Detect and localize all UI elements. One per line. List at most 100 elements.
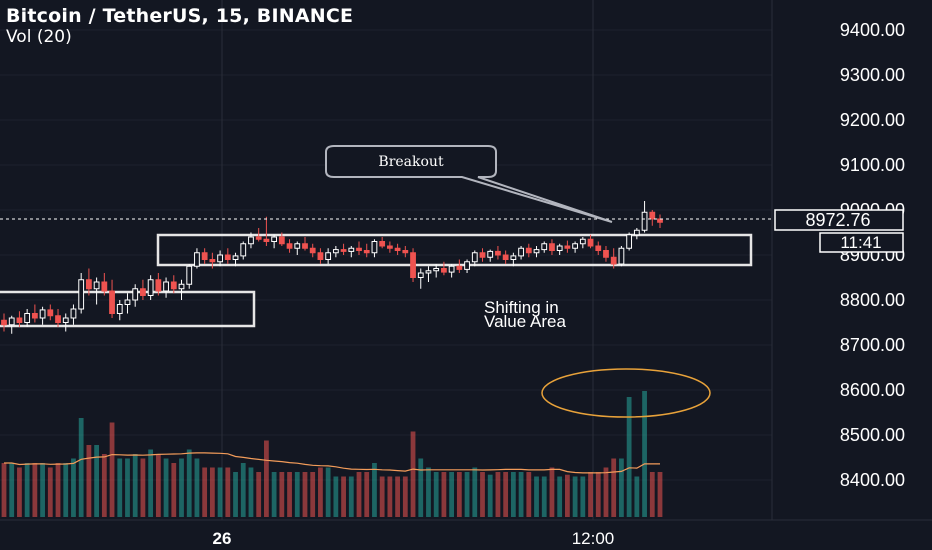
candle-body [549,243,555,251]
candle-body [394,247,401,251]
volume-bar [233,472,238,517]
candle-body [525,247,532,254]
volume-bar [557,476,563,517]
candle-body [47,309,54,317]
candle-body [518,247,524,257]
candle-body [603,250,609,258]
candle-body [510,255,517,260]
candle-body [232,255,239,260]
candle-body [587,238,594,247]
candle-body [217,254,223,263]
volume-bar [155,454,161,517]
volume-indicator-label[interactable]: Vol (20) [6,27,72,47]
volume-bar [248,467,254,517]
volume-bar [279,472,285,517]
candle-body [348,247,355,252]
volume-bar [294,472,300,517]
candle-body [502,254,509,260]
symbol-title[interactable]: Bitcoin / TetherUS, 15, BINANCE [6,5,354,27]
volume-bar [364,472,370,517]
volume-ma-line [4,452,660,474]
candle-body [278,236,285,245]
volume-bar [595,472,601,517]
candle-body [209,259,216,263]
candle-body [471,252,478,263]
candle-body [356,247,362,251]
candle-body [579,238,586,245]
volume-bar [202,467,208,517]
candle-body [379,241,386,247]
volume-bar [449,472,455,517]
candle-body [294,243,301,249]
volume-bar [32,463,38,517]
volume-bar [395,476,400,517]
candle-body [263,238,270,242]
volume-bar [402,476,408,517]
candle-body [649,211,656,220]
time-tick-1200: 12:00 [572,529,615,548]
candle-body [541,243,548,251]
price-tick-label: 9300.00 [840,65,905,85]
candle-body [633,229,640,236]
candle-body [62,317,69,323]
volume-bar [603,467,609,517]
value-area-note-line2: Value Area [484,312,566,331]
value-area-note-line1: Shifting in [484,298,559,317]
price-tick-label: 8600.00 [840,380,905,400]
candle-body [24,313,31,323]
candle-body [240,243,247,257]
candle-body [132,288,139,301]
candle-body [194,252,200,267]
candle-body [487,250,494,258]
price-tick-label: 8700.00 [840,335,905,355]
volume-bar [125,458,130,517]
candle-body [101,281,108,292]
candle-body [448,265,455,273]
volume-bar [217,467,223,517]
breakout-callout-bubble [325,145,613,223]
candle-body [309,247,316,254]
current-price-badge [774,209,904,231]
volume-bar [495,472,501,517]
volume-bar [271,472,277,517]
volume-bar [549,467,555,517]
candle-body [16,317,23,323]
candle-body [332,249,339,254]
volume-bar [179,458,184,517]
volume-bar [318,467,323,517]
volume-bar [47,467,53,517]
candle-body [109,290,115,314]
candle-body [286,243,293,249]
candle-body [433,268,440,272]
price-tick-label: 9200.00 [840,110,905,130]
breakout-callout-text: Breakout [378,154,444,170]
candle-body [564,245,571,249]
volume-bar [9,463,15,517]
volume-bar [140,458,146,517]
candle-body [495,250,501,256]
candle-body [325,252,332,260]
volume-bar [642,391,647,517]
volume-bar [626,397,632,517]
volume-bar [657,472,663,517]
volume-bar [588,472,593,517]
candle-body [186,265,193,285]
candle-body [93,281,100,290]
candle-body [124,299,131,305]
candlesticks [1,201,663,334]
candle-body [178,283,185,290]
candle-body [8,317,15,326]
volume-bar [611,458,617,517]
volume-bar [225,467,231,517]
volume-bar [163,458,169,517]
candle-body [417,272,424,278]
candle-body [155,279,162,292]
candle-body [556,245,563,251]
candle-body [302,243,308,249]
candle-body [425,270,432,274]
volume-bar [379,476,385,517]
volume-bar [256,472,262,517]
candle-body [572,243,578,249]
